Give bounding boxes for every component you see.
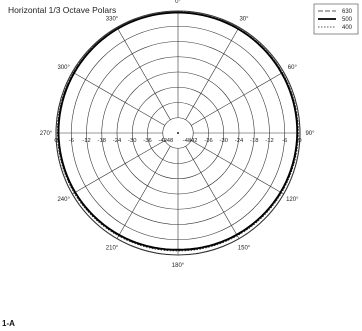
angle-label: 240°: [57, 197, 70, 203]
grid-spoke: [72, 71, 165, 126]
radial-label: -24: [113, 138, 122, 144]
radial-label: -30: [128, 138, 136, 144]
chart-title: Horizontal 1/3 Octave Polars: [8, 5, 116, 15]
radial-labels: 0 0-6 -6-12 -12-18 -18-24 -24-30 -30-36 -36-42-…: [54, 138, 301, 144]
legend: 630 500 400: [313, 3, 359, 35]
polar-grid: [55, 10, 301, 256]
radial-label: -6: [282, 138, 287, 144]
radial-label: -42: [189, 138, 197, 144]
angle-label: 270°: [40, 131, 53, 137]
grid-spoke: [185, 146, 240, 239]
angle-label: 0°: [175, 0, 181, 5]
grid-spoke: [191, 140, 284, 195]
radial-label: -24: [235, 138, 244, 144]
legend-items: 630 500 400: [318, 9, 353, 31]
legend-label-400: 400: [342, 25, 353, 31]
grid-spoke: [116, 27, 171, 120]
angle-label: 300°: [57, 65, 70, 71]
angle-label: 120°: [286, 197, 299, 203]
radial-label: -18: [98, 138, 106, 144]
radial-label: -30: [220, 138, 228, 144]
angle-label: 330°: [106, 17, 119, 23]
radial-label: -48: [165, 138, 173, 144]
center-point: [177, 132, 179, 134]
legend-label-500: 500: [342, 17, 353, 23]
grid-spoke: [191, 71, 284, 126]
angle-label: 30°: [239, 17, 249, 23]
radial-label: -48: [183, 138, 191, 144]
radial-label: -36: [204, 138, 212, 144]
radial-label: 0: [54, 138, 57, 144]
radial-label: -12: [82, 138, 90, 144]
series-layer: [56, 11, 299, 252]
radial-label: -42: [159, 138, 167, 144]
angle-label: 210°: [106, 245, 119, 251]
radial-label: -18: [250, 138, 258, 144]
legend-label-630: 630: [342, 9, 353, 15]
radial-label: -36: [143, 138, 151, 144]
angle-label: 180°: [172, 263, 185, 269]
angle-labels: 0° 30° 60° 90° 120° 150° 180° 210° 240° 270° 300° 3…: [40, 0, 315, 269]
angle-label: 60°: [288, 65, 298, 71]
grid-spoke: [72, 140, 165, 195]
series-line-400: [56, 11, 299, 252]
angle-label: 150°: [238, 245, 251, 251]
series-line-500: [57, 11, 299, 251]
grid-spoke: [185, 27, 240, 120]
angle-label: 90°: [305, 131, 315, 137]
grid-spoke: [116, 146, 171, 239]
figure-label: 1-A: [2, 319, 15, 328]
radial-label: 0: [298, 138, 301, 144]
radial-label: -6: [69, 138, 74, 144]
radial-label: -12: [265, 138, 273, 144]
